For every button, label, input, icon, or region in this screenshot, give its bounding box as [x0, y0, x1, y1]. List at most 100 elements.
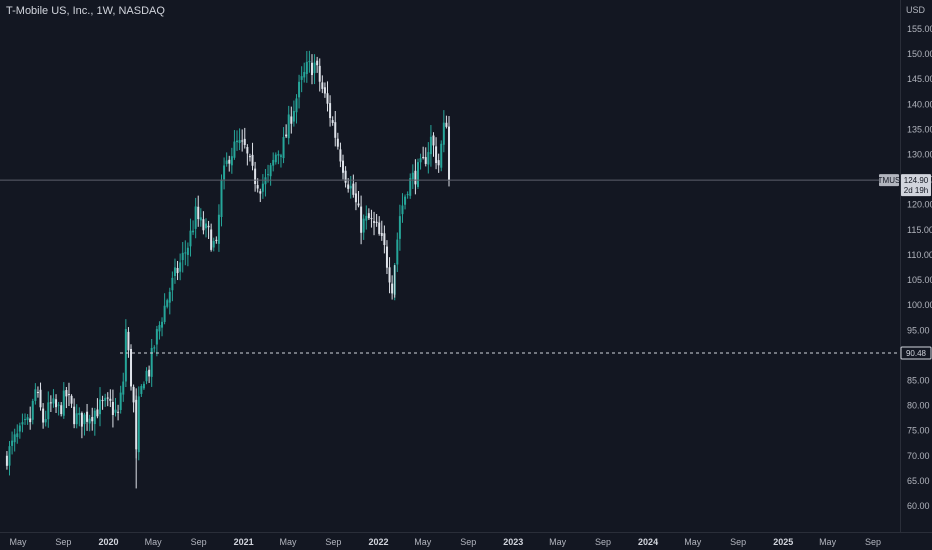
candle-body	[445, 122, 448, 127]
candle-body	[233, 141, 236, 158]
candle-body	[202, 219, 205, 231]
candle-body	[429, 136, 432, 155]
candle-body	[88, 418, 91, 424]
candle-body	[259, 191, 262, 194]
candle-body	[396, 239, 399, 265]
x-tick-label: May	[684, 537, 702, 547]
candle-body	[197, 206, 200, 220]
candle-body	[349, 185, 352, 189]
y-tick-label: 95.00	[907, 325, 930, 335]
candle-body	[334, 122, 337, 138]
level-tag-bg	[900, 346, 932, 360]
candle-body	[303, 72, 306, 78]
candle-body	[96, 409, 99, 417]
candle-body	[230, 156, 233, 166]
candle-body	[326, 93, 329, 104]
candle-body	[274, 154, 277, 163]
candle-body	[124, 329, 127, 382]
candle-body	[370, 218, 373, 220]
level-tag-value: 90.48	[906, 349, 927, 358]
candle-body	[411, 172, 414, 180]
candle-body	[18, 425, 21, 432]
x-tick-label: 2020	[98, 537, 118, 547]
x-tick-label: Sep	[730, 537, 746, 547]
candle-body	[380, 233, 383, 236]
candle-body	[106, 397, 109, 399]
x-tick-label: May	[279, 537, 297, 547]
candle-body	[91, 417, 94, 422]
candle-body	[329, 103, 332, 119]
candle-body	[5, 455, 8, 466]
currency-label[interactable]: USD	[906, 5, 926, 15]
candle-body	[220, 179, 223, 217]
candle-body	[308, 61, 311, 63]
x-tick-label: Sep	[55, 537, 71, 547]
candle-body	[406, 194, 409, 196]
x-tick-label: Sep	[460, 537, 476, 547]
x-tick-label: May	[819, 537, 837, 547]
candle-body	[401, 205, 404, 215]
candle-body	[114, 409, 117, 413]
candle-body	[111, 401, 114, 415]
candle-body	[161, 321, 164, 328]
candle-body	[44, 418, 47, 423]
candle-body	[248, 156, 251, 158]
candle-body	[432, 135, 435, 146]
candle-body	[277, 154, 280, 156]
y-tick-label: 150.00	[907, 49, 932, 59]
candle-body	[241, 140, 244, 142]
y-tick-label: 75.00	[907, 426, 930, 436]
candle-body	[290, 116, 293, 124]
candle-body	[75, 413, 78, 425]
candle-body	[186, 247, 189, 255]
candle-body	[142, 383, 145, 389]
candle-body	[181, 252, 184, 261]
candle-body	[65, 390, 68, 397]
candle-body	[323, 87, 326, 94]
candle-body	[163, 305, 166, 322]
candle-body	[60, 405, 63, 415]
candle-body	[104, 397, 107, 401]
candle-body	[388, 267, 391, 283]
candle-body	[331, 120, 334, 123]
candle-body	[383, 233, 386, 246]
candle-body	[179, 262, 182, 272]
candle-body	[93, 410, 96, 425]
candle-body	[8, 446, 11, 466]
candle-body	[424, 157, 427, 164]
candle-body	[336, 138, 339, 147]
candle-body	[155, 329, 158, 345]
candle-body	[150, 347, 153, 377]
candle-body	[207, 225, 210, 228]
candle-body	[254, 168, 257, 185]
y-tick-label: 65.00	[907, 476, 930, 486]
price-axis[interactable]: 60.0065.0070.0075.0080.0085.0090.0095.00…	[900, 0, 932, 532]
y-tick-label: 115.00	[907, 225, 932, 235]
candle-body	[192, 230, 195, 233]
candle-body	[132, 386, 135, 403]
candle-body	[419, 158, 422, 163]
candle-body	[42, 408, 45, 423]
candle-body	[305, 61, 308, 75]
candle-body	[26, 417, 29, 421]
candle-body	[373, 221, 376, 223]
candle-body	[279, 155, 282, 157]
candle-body	[339, 149, 342, 162]
y-tick-label: 70.00	[907, 451, 930, 461]
candle-body	[122, 381, 125, 395]
x-tick-label: Sep	[595, 537, 611, 547]
candle-body	[13, 434, 16, 443]
y-tick-label: 110.00	[907, 250, 932, 260]
time-axis[interactable]: May Sep 2020 May Sep 2021 May Sep 2022 May Sep 2023…	[0, 532, 932, 548]
candle-body	[292, 111, 295, 122]
candle-body	[80, 413, 83, 427]
candle-body	[404, 196, 407, 205]
candle-body	[148, 369, 151, 377]
candle-body	[435, 146, 438, 164]
y-tick-label: 60.00	[907, 501, 930, 511]
candle-body	[153, 347, 156, 349]
y-tick-label: 100.00	[907, 300, 932, 310]
